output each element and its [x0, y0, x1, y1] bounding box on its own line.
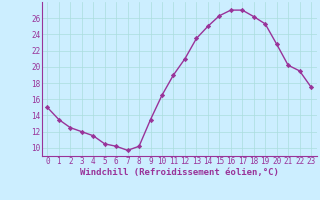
X-axis label: Windchill (Refroidissement éolien,°C): Windchill (Refroidissement éolien,°C) [80, 168, 279, 177]
